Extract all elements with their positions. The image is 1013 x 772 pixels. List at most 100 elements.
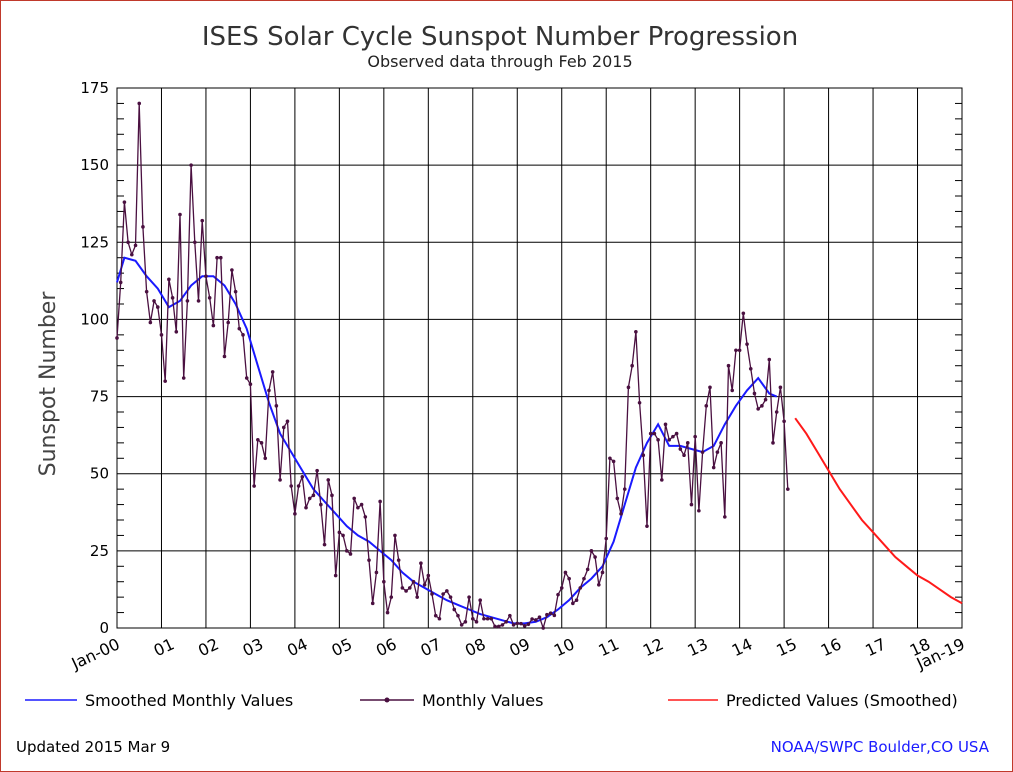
monthly-value-point	[259, 441, 264, 445]
monthly-value-point	[456, 613, 460, 618]
monthly-value-point	[533, 618, 538, 622]
monthly-value-point	[752, 391, 757, 396]
y-tick-label: 125	[80, 233, 109, 251]
monthly-value-point	[222, 354, 227, 359]
monthly-value-point	[315, 468, 319, 473]
monthly-value-point	[567, 576, 571, 581]
monthly-value-point	[445, 589, 449, 593]
monthly-value-point	[530, 617, 534, 621]
monthly-value-point	[404, 589, 408, 593]
monthly-value-point	[589, 549, 594, 553]
monthly-value-point	[241, 333, 245, 337]
monthly-value-point	[767, 357, 772, 362]
y-tick-label: 150	[80, 156, 109, 174]
monthly-value-point	[508, 613, 512, 618]
plot-border	[116, 87, 963, 629]
monthly-value-point	[281, 425, 286, 430]
monthly-value-point	[233, 289, 238, 294]
monthly-value-point	[526, 622, 531, 627]
monthly-value-point	[218, 255, 223, 260]
monthly-value-point	[700, 450, 705, 454]
monthly-value-point	[674, 431, 679, 436]
monthly-value-point	[385, 610, 390, 615]
monthly-value-point	[389, 595, 394, 599]
monthly-value-point	[400, 586, 405, 590]
monthly-value-point	[596, 583, 601, 587]
monthly-value-point	[548, 611, 553, 615]
monthly-value-point	[723, 515, 727, 519]
monthly-value-point	[252, 484, 256, 488]
monthly-value-point	[167, 277, 171, 282]
monthly-value-point	[726, 363, 731, 368]
monthly-value-point	[571, 601, 575, 606]
monthly-value-point	[137, 101, 142, 106]
monthly-value-point	[155, 305, 160, 309]
monthly-value-point	[344, 549, 349, 553]
monthly-value-point	[226, 320, 230, 325]
monthly-value-point	[489, 616, 494, 621]
monthly-value-point	[582, 576, 586, 581]
monthly-value-point	[333, 573, 338, 578]
monthly-value-point	[756, 407, 760, 411]
monthly-value-point	[782, 419, 786, 424]
monthly-value-point	[593, 555, 597, 559]
monthly-value-point	[382, 579, 386, 584]
monthly-value-point	[141, 225, 145, 229]
monthly-value-point	[763, 397, 768, 402]
monthly-value-point	[637, 400, 642, 405]
monthly-value-point	[704, 404, 709, 408]
monthly-value-point	[660, 478, 664, 482]
monthly-value-point	[615, 496, 620, 501]
monthly-value-point	[545, 612, 549, 617]
monthly-value-point	[326, 478, 331, 482]
monthly-value-point	[267, 388, 271, 393]
monthly-value-point	[478, 598, 483, 603]
monthly-value-point	[374, 570, 379, 575]
monthly-value-point	[407, 586, 412, 590]
monthly-value-point	[682, 453, 686, 458]
chart-title: ISES Solar Cycle Sunspot Number Progress…	[202, 22, 798, 52]
x-tick-label: 05	[329, 634, 355, 660]
monthly-value-point	[634, 329, 638, 334]
monthly-value-point	[760, 404, 764, 408]
y-tick-label: 75	[90, 388, 109, 406]
monthly-value-point	[678, 447, 683, 451]
monthly-value-point	[474, 620, 479, 624]
monthly-value-point	[541, 626, 546, 630]
x-tick-label: 04	[284, 634, 310, 660]
monthly-value-point	[367, 558, 371, 562]
monthly-value-point	[711, 465, 716, 470]
monthly-value-point	[563, 570, 568, 575]
x-tick-label: 13	[684, 634, 710, 660]
monthly-value-point	[578, 586, 583, 590]
monthly-value-point	[485, 616, 490, 621]
x-tick-label: 14	[729, 634, 755, 660]
monthly-value-point	[211, 323, 216, 328]
monthly-value-point	[552, 613, 557, 618]
monthly-value-point	[263, 456, 268, 461]
predicted-values-smoothed-line	[794, 417, 963, 605]
monthly-value-point	[115, 336, 119, 340]
monthly-value-point	[144, 289, 149, 294]
smoothed-monthly-values-line	[116, 256, 778, 625]
monthly-value-point	[196, 299, 201, 303]
monthly-value-point	[448, 595, 453, 599]
y-tick-label: 50	[90, 465, 109, 483]
monthly-value-point	[256, 437, 260, 442]
monthly-value-point	[278, 478, 282, 482]
monthly-value-point	[537, 615, 542, 619]
monthly-value-point	[285, 419, 290, 424]
monthly-value-point	[237, 326, 242, 331]
monthly-value-point	[244, 376, 249, 380]
monthly-value-point	[741, 311, 746, 316]
y-tick-label: 175	[80, 79, 109, 97]
monthly-value-point	[348, 552, 353, 556]
monthly-value-point	[159, 333, 164, 337]
monthly-value-point	[130, 252, 134, 257]
monthly-value-point	[689, 502, 694, 507]
legend-label: Monthly Values	[422, 691, 543, 710]
legend-label: Smoothed Monthly Values	[85, 691, 293, 710]
monthly-value-point	[708, 385, 712, 390]
monthly-value-point	[207, 296, 212, 300]
plot-area: 0 25 50 75 100 125 150 175 Jan-00 01 02 03 04 05 06 07 0…	[25, 79, 968, 710]
